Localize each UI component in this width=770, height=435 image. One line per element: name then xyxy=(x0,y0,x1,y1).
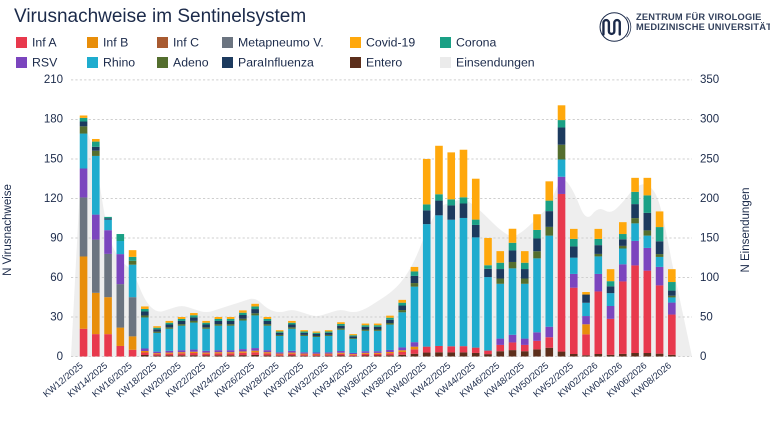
svg-text:Inf C: Inf C xyxy=(173,36,199,50)
svg-text:Inf B: Inf B xyxy=(103,36,128,50)
svg-text:210: 210 xyxy=(44,74,63,86)
svg-text:Inf A: Inf A xyxy=(32,36,57,50)
svg-text:250: 250 xyxy=(700,153,719,165)
svg-text:50: 50 xyxy=(700,311,713,323)
svg-text:150: 150 xyxy=(700,232,719,244)
svg-text:100: 100 xyxy=(700,272,719,284)
svg-text:ZENTRUM FÜR VIROLOGIE: ZENTRUM FÜR VIROLOGIE xyxy=(636,12,762,22)
svg-text:350: 350 xyxy=(700,74,719,86)
svg-text:RSV: RSV xyxy=(32,56,58,70)
svg-text:300: 300 xyxy=(700,114,719,126)
svg-text:Virusnachweise im Sentinelsyst: Virusnachweise im Sentinelsystem xyxy=(14,6,306,27)
svg-text:Adeno: Adeno xyxy=(173,56,209,70)
svg-text:Rhino: Rhino xyxy=(103,56,135,70)
svg-text:90: 90 xyxy=(50,232,63,244)
svg-text:30: 30 xyxy=(50,311,63,323)
svg-text:120: 120 xyxy=(44,193,63,205)
svg-text:MEDIZINISCHE UNIVERSITÄT WIEN: MEDIZINISCHE UNIVERSITÄT WIEN xyxy=(636,22,770,32)
svg-text:180: 180 xyxy=(44,114,63,126)
svg-text:Corona: Corona xyxy=(456,36,496,50)
svg-text:Einsendungen: Einsendungen xyxy=(456,56,535,70)
svg-text:N Virusnachweise: N Virusnachweise xyxy=(2,184,14,276)
svg-text:60: 60 xyxy=(50,272,63,284)
svg-text:ParaInfluenza: ParaInfluenza xyxy=(238,56,314,70)
svg-text:150: 150 xyxy=(44,153,63,165)
svg-text:N Einsendungen: N Einsendungen xyxy=(740,187,752,272)
svg-text:Metapneumo V.: Metapneumo V. xyxy=(238,36,324,50)
svg-text:0: 0 xyxy=(700,351,706,363)
svg-text:0: 0 xyxy=(57,351,63,363)
svg-text:Covid-19: Covid-19 xyxy=(366,36,415,50)
svg-text:Entero: Entero xyxy=(366,56,402,70)
svg-text:200: 200 xyxy=(700,193,719,205)
